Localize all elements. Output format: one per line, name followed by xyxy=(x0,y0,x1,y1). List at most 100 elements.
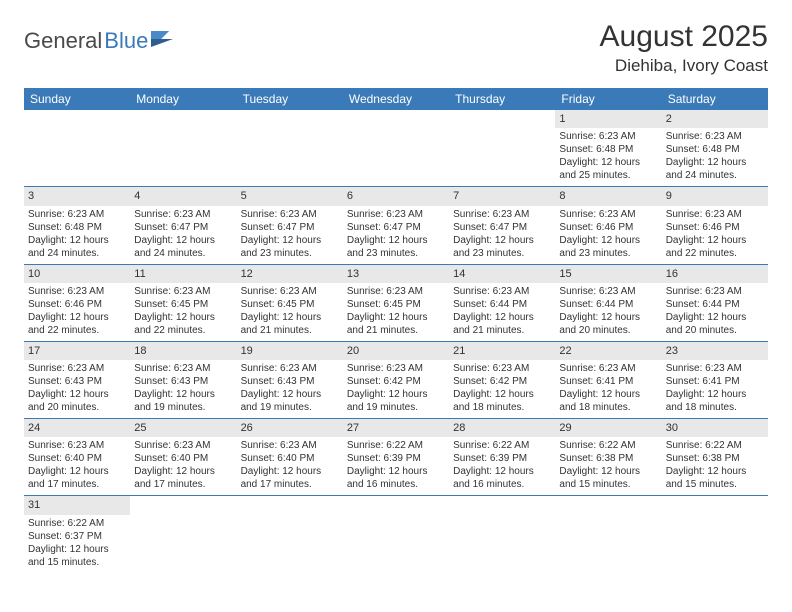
day-number: 15 xyxy=(555,265,661,283)
day-cell: 7Sunrise: 6:23 AMSunset: 6:47 PMDaylight… xyxy=(449,187,555,263)
daylight-text: Daylight: 12 hours and 21 minutes. xyxy=(453,311,551,337)
daylight-text: Daylight: 12 hours and 20 minutes. xyxy=(666,311,764,337)
daylight-text: Daylight: 12 hours and 20 minutes. xyxy=(28,388,126,414)
sunset-text: Sunset: 6:47 PM xyxy=(241,221,339,234)
week-row: 17Sunrise: 6:23 AMSunset: 6:43 PMDayligh… xyxy=(24,342,768,419)
day-number: 25 xyxy=(130,419,236,437)
day-number: 1 xyxy=(555,110,661,128)
day-number: 10 xyxy=(24,265,130,283)
sunset-text: Sunset: 6:39 PM xyxy=(347,452,445,465)
daylight-text: Daylight: 12 hours and 22 minutes. xyxy=(28,311,126,337)
daylight-text: Daylight: 12 hours and 17 minutes. xyxy=(134,465,232,491)
sunrise-text: Sunrise: 6:23 AM xyxy=(241,208,339,221)
day-number: 22 xyxy=(555,342,661,360)
daylight-text: Daylight: 12 hours and 19 minutes. xyxy=(347,388,445,414)
sunset-text: Sunset: 6:41 PM xyxy=(666,375,764,388)
day-cell: . xyxy=(237,496,343,572)
sunrise-text: Sunrise: 6:23 AM xyxy=(347,208,445,221)
day-cell: 9Sunrise: 6:23 AMSunset: 6:46 PMDaylight… xyxy=(662,187,768,263)
day-cell: 5Sunrise: 6:23 AMSunset: 6:47 PMDaylight… xyxy=(237,187,343,263)
daylight-text: Daylight: 12 hours and 15 minutes. xyxy=(666,465,764,491)
daylight-text: Daylight: 12 hours and 18 minutes. xyxy=(559,388,657,414)
daylight-text: Daylight: 12 hours and 23 minutes. xyxy=(559,234,657,260)
day-number: 19 xyxy=(237,342,343,360)
day-number: 20 xyxy=(343,342,449,360)
day-number: 24 xyxy=(24,419,130,437)
daylight-text: Daylight: 12 hours and 21 minutes. xyxy=(241,311,339,337)
day-cell: 14Sunrise: 6:23 AMSunset: 6:44 PMDayligh… xyxy=(449,265,555,341)
day-number: 2 xyxy=(662,110,768,128)
daylight-text: Daylight: 12 hours and 22 minutes. xyxy=(134,311,232,337)
day-cell: 31Sunrise: 6:22 AMSunset: 6:37 PMDayligh… xyxy=(24,496,130,572)
sunset-text: Sunset: 6:37 PM xyxy=(28,530,126,543)
sunrise-text: Sunrise: 6:23 AM xyxy=(666,285,764,298)
day-number: 8 xyxy=(555,187,661,205)
daylight-text: Daylight: 12 hours and 23 minutes. xyxy=(453,234,551,260)
day-cell: 11Sunrise: 6:23 AMSunset: 6:45 PMDayligh… xyxy=(130,265,236,341)
day-header-row: Sunday Monday Tuesday Wednesday Thursday… xyxy=(24,88,768,110)
day-number: 16 xyxy=(662,265,768,283)
sunset-text: Sunset: 6:47 PM xyxy=(134,221,232,234)
day-number: 7 xyxy=(449,187,555,205)
sunrise-text: Sunrise: 6:23 AM xyxy=(134,208,232,221)
day-header-cell: Saturday xyxy=(662,88,768,110)
day-number: 26 xyxy=(237,419,343,437)
sunset-text: Sunset: 6:44 PM xyxy=(666,298,764,311)
day-cell: 15Sunrise: 6:23 AMSunset: 6:44 PMDayligh… xyxy=(555,265,661,341)
day-header-cell: Sunday xyxy=(24,88,130,110)
daylight-text: Daylight: 12 hours and 18 minutes. xyxy=(666,388,764,414)
day-number: 11 xyxy=(130,265,236,283)
sunset-text: Sunset: 6:47 PM xyxy=(453,221,551,234)
sunset-text: Sunset: 6:46 PM xyxy=(559,221,657,234)
sunrise-text: Sunrise: 6:23 AM xyxy=(28,439,126,452)
header: General Blue August 2025 Diehiba, Ivory … xyxy=(24,20,768,76)
day-cell: 3Sunrise: 6:23 AMSunset: 6:48 PMDaylight… xyxy=(24,187,130,263)
sunrise-text: Sunrise: 6:23 AM xyxy=(453,362,551,375)
day-cell: 10Sunrise: 6:23 AMSunset: 6:46 PMDayligh… xyxy=(24,265,130,341)
daylight-text: Daylight: 12 hours and 21 minutes. xyxy=(347,311,445,337)
day-cell: 19Sunrise: 6:23 AMSunset: 6:43 PMDayligh… xyxy=(237,342,343,418)
week-row: 31Sunrise: 6:22 AMSunset: 6:37 PMDayligh… xyxy=(24,496,768,572)
day-cell: 2Sunrise: 6:23 AMSunset: 6:48 PMDaylight… xyxy=(662,110,768,186)
day-cell: 25Sunrise: 6:23 AMSunset: 6:40 PMDayligh… xyxy=(130,419,236,495)
daylight-text: Daylight: 12 hours and 23 minutes. xyxy=(347,234,445,260)
day-number: 13 xyxy=(343,265,449,283)
daylight-text: Daylight: 12 hours and 24 minutes. xyxy=(28,234,126,260)
week-row: .....1Sunrise: 6:23 AMSunset: 6:48 PMDay… xyxy=(24,110,768,187)
daylight-text: Daylight: 12 hours and 15 minutes. xyxy=(28,543,126,569)
day-number: 17 xyxy=(24,342,130,360)
day-cell: 26Sunrise: 6:23 AMSunset: 6:40 PMDayligh… xyxy=(237,419,343,495)
flag-icon xyxy=(151,29,173,47)
day-number: 9 xyxy=(662,187,768,205)
day-cell: 27Sunrise: 6:22 AMSunset: 6:39 PMDayligh… xyxy=(343,419,449,495)
daylight-text: Daylight: 12 hours and 17 minutes. xyxy=(28,465,126,491)
day-cell: 30Sunrise: 6:22 AMSunset: 6:38 PMDayligh… xyxy=(662,419,768,495)
sunset-text: Sunset: 6:39 PM xyxy=(453,452,551,465)
day-cell: 13Sunrise: 6:23 AMSunset: 6:45 PMDayligh… xyxy=(343,265,449,341)
day-cell: . xyxy=(555,496,661,572)
sunrise-text: Sunrise: 6:23 AM xyxy=(241,439,339,452)
day-cell: . xyxy=(449,110,555,186)
sunset-text: Sunset: 6:42 PM xyxy=(453,375,551,388)
day-cell: 4Sunrise: 6:23 AMSunset: 6:47 PMDaylight… xyxy=(130,187,236,263)
day-cell: 12Sunrise: 6:23 AMSunset: 6:45 PMDayligh… xyxy=(237,265,343,341)
day-number: 3 xyxy=(24,187,130,205)
day-cell: . xyxy=(662,496,768,572)
sunrise-text: Sunrise: 6:22 AM xyxy=(453,439,551,452)
day-number: 21 xyxy=(449,342,555,360)
sunrise-text: Sunrise: 6:23 AM xyxy=(347,285,445,298)
sunset-text: Sunset: 6:44 PM xyxy=(559,298,657,311)
daylight-text: Daylight: 12 hours and 25 minutes. xyxy=(559,156,657,182)
sunrise-text: Sunrise: 6:23 AM xyxy=(559,362,657,375)
day-cell: 24Sunrise: 6:23 AMSunset: 6:40 PMDayligh… xyxy=(24,419,130,495)
sunrise-text: Sunrise: 6:23 AM xyxy=(559,285,657,298)
day-number: 23 xyxy=(662,342,768,360)
sunset-text: Sunset: 6:46 PM xyxy=(28,298,126,311)
location: Diehiba, Ivory Coast xyxy=(600,56,768,76)
daylight-text: Daylight: 12 hours and 19 minutes. xyxy=(241,388,339,414)
daylight-text: Daylight: 12 hours and 24 minutes. xyxy=(666,156,764,182)
day-cell: 21Sunrise: 6:23 AMSunset: 6:42 PMDayligh… xyxy=(449,342,555,418)
sunrise-text: Sunrise: 6:23 AM xyxy=(666,208,764,221)
day-number: 12 xyxy=(237,265,343,283)
calendar-page: General Blue August 2025 Diehiba, Ivory … xyxy=(0,0,792,593)
